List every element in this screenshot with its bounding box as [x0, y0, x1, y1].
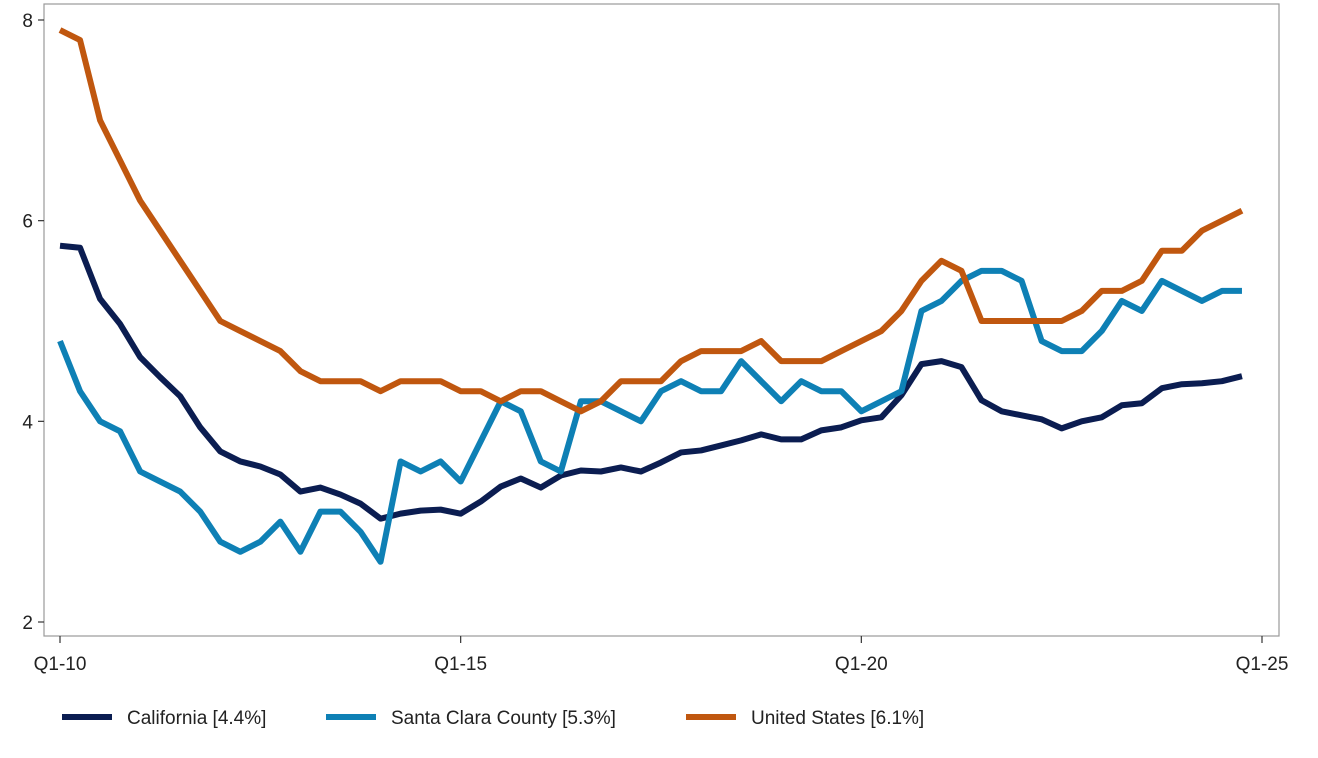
- series-line-0: [59, 242, 1243, 522]
- x-tick-label: Q1-25: [1236, 654, 1289, 675]
- legend-label: Santa Clara County [5.3%]: [391, 708, 616, 729]
- series-line-1: [57, 267, 1242, 565]
- legend-label: California [4.4%]: [127, 708, 266, 729]
- x-tick-label: Q1-10: [34, 654, 87, 675]
- y-tick-label: 6: [22, 212, 33, 233]
- y-tick-label: 2: [22, 613, 33, 634]
- x-tick-label: Q1-15: [434, 654, 487, 675]
- axes: 2 4 6 8 Q1-10 Q1-15 Q1-20 Q1-25: [22, 11, 1288, 675]
- plot-frame: [43, 3, 1280, 637]
- legend: California [4.4%] Santa Clara County [5.3…: [62, 708, 924, 729]
- legend-label: United States [6.1%]: [751, 708, 924, 729]
- x-tick-label: Q1-20: [835, 654, 888, 675]
- series-line-2: [58, 27, 1244, 415]
- y-tick-label: 4: [22, 412, 33, 433]
- y-tick-label: 8: [22, 11, 33, 32]
- series-lines: [57, 27, 1244, 565]
